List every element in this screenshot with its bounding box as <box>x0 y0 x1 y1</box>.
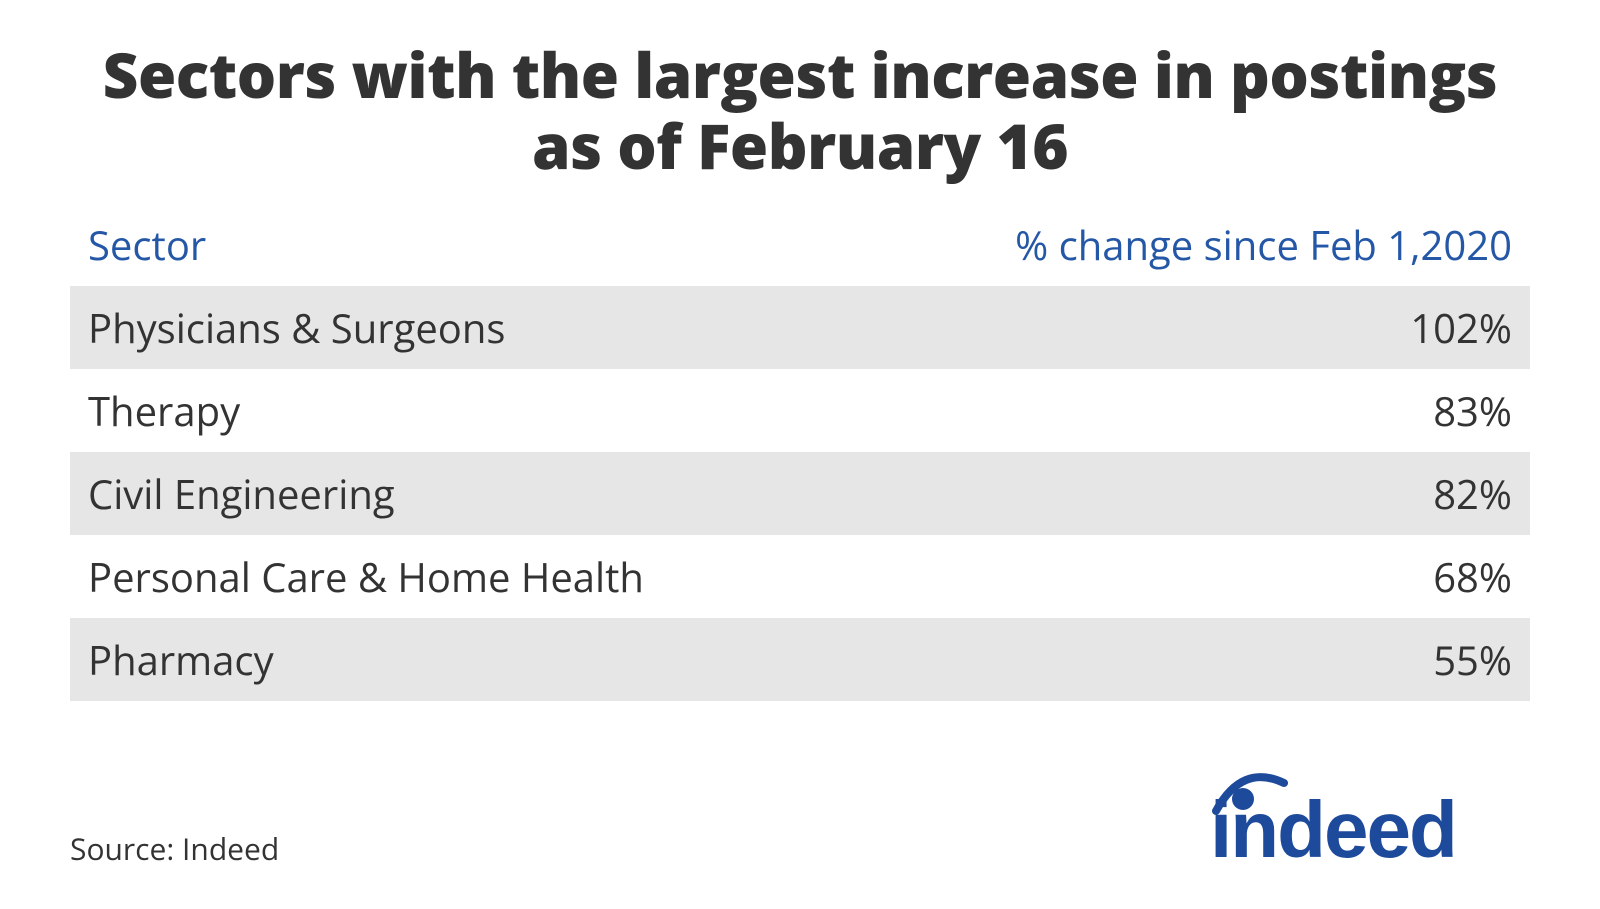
table-row: Pharmacy 55% <box>70 618 1530 701</box>
cell-value: 68% <box>838 535 1530 618</box>
table-row: Civil Engineering 82% <box>70 452 1530 535</box>
cell-sector: Civil Engineering <box>70 452 838 535</box>
page-title: Sectors with the largest increase in pos… <box>70 40 1530 183</box>
source-label: Source: Indeed <box>70 828 279 869</box>
table-header-row: Sector % change since Feb 1,2020 <box>70 207 1530 286</box>
cell-sector: Therapy <box>70 369 838 452</box>
table-row: Therapy 83% <box>70 369 1530 452</box>
indeed-logo-icon: indeed <box>1210 769 1530 869</box>
table-row: Personal Care & Home Health 68% <box>70 535 1530 618</box>
svg-text:indeed: indeed <box>1210 785 1456 869</box>
col-header-sector: Sector <box>70 207 838 286</box>
cell-value: 82% <box>838 452 1530 535</box>
col-header-change: % change since Feb 1,2020 <box>838 207 1530 286</box>
cell-sector: Physicians & Surgeons <box>70 286 838 369</box>
cell-sector: Pharmacy <box>70 618 838 701</box>
cell-value: 83% <box>838 369 1530 452</box>
cell-value: 55% <box>838 618 1530 701</box>
table-row: Physicians & Surgeons 102% <box>70 286 1530 369</box>
table-body: Physicians & Surgeons 102% Therapy 83% C… <box>70 286 1530 701</box>
data-table: Sector % change since Feb 1,2020 Physici… <box>70 207 1530 701</box>
footer: Source: Indeed indeed <box>70 729 1530 869</box>
chart-container: Sectors with the largest increase in pos… <box>0 0 1600 909</box>
cell-sector: Personal Care & Home Health <box>70 535 838 618</box>
cell-value: 102% <box>838 286 1530 369</box>
